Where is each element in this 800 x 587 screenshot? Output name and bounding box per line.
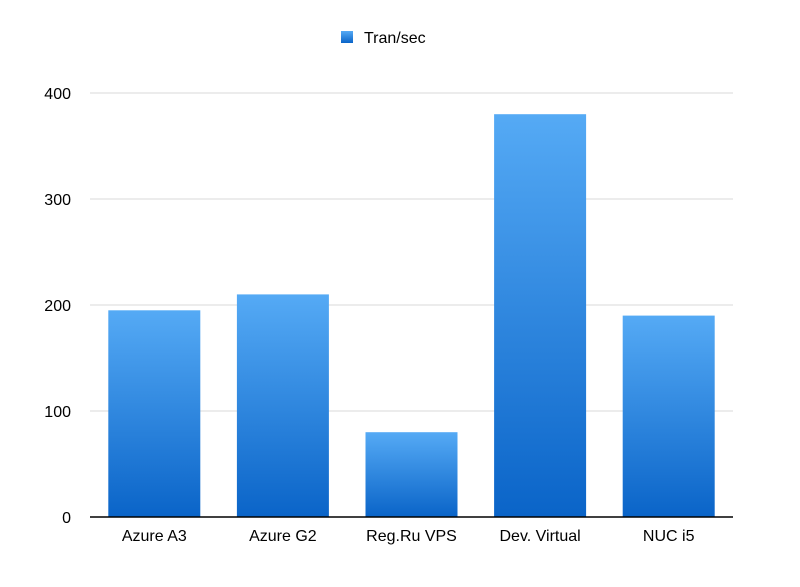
x-axis-labels: Azure A3 Azure G2 Reg.Ru VPS Dev. Virtual NU… (122, 528, 695, 545)
x-tick-label: Azure G2 (249, 528, 317, 545)
x-tick-label: NUC i5 (643, 528, 695, 545)
bars (108, 114, 715, 517)
bar (236, 294, 329, 517)
x-tick-label: Reg.Ru VPS (366, 528, 457, 545)
bar (365, 432, 458, 517)
legend-label: Tran/sec (364, 30, 426, 47)
y-axis-ticks: 0 100 200 300 400 (44, 86, 71, 527)
y-tick-label: 300 (44, 192, 71, 209)
bar (108, 310, 201, 517)
bar (622, 315, 715, 517)
legend-swatch (341, 31, 353, 43)
x-tick-label: Azure A3 (122, 528, 187, 545)
y-tick-label: 0 (62, 510, 71, 527)
y-tick-label: 200 (44, 298, 71, 315)
legend: Tran/sec (341, 30, 426, 47)
y-tick-label: 100 (44, 404, 71, 421)
x-tick-label: Dev. Virtual (499, 528, 580, 545)
y-tick-label: 400 (44, 86, 71, 103)
bar (494, 114, 587, 517)
